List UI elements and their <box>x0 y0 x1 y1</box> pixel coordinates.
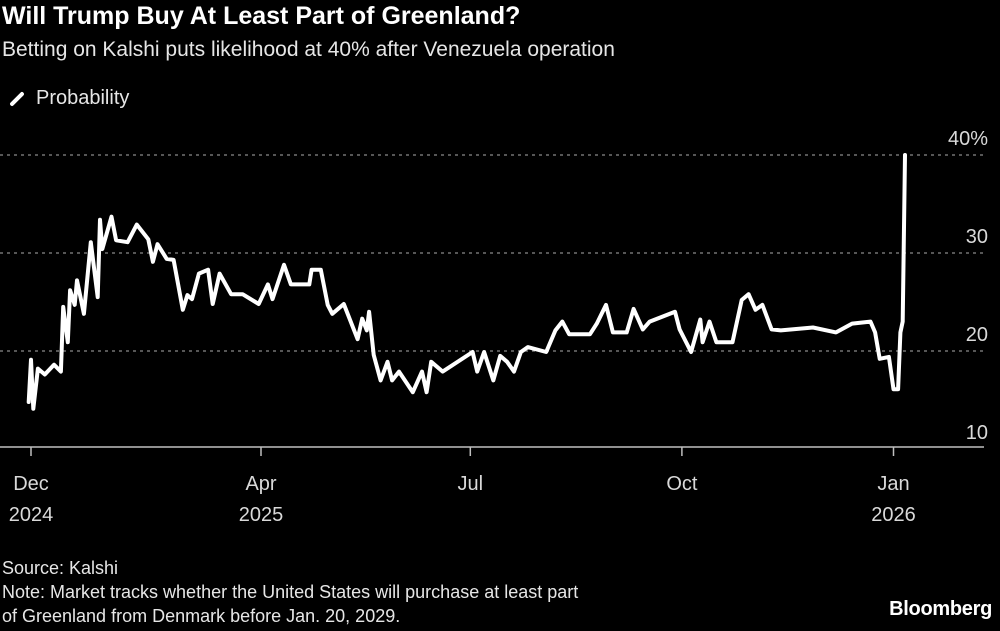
y-tick-label: 30 <box>966 226 988 248</box>
chart-title: Will Trump Buy At Least Part of Greenlan… <box>2 2 521 30</box>
x-tick-month: Jan <box>877 473 909 495</box>
x-tick-month: Apr <box>245 473 276 495</box>
y-tick-label: 40% <box>948 128 988 150</box>
x-tick-year: 2024 <box>9 504 54 526</box>
legend: Probability <box>8 87 129 110</box>
x-tick-month: Oct <box>666 473 698 495</box>
y-tick-label: 20 <box>966 324 988 346</box>
chart-subtitle: Betting on Kalshi puts likelihood at 40%… <box>2 38 615 61</box>
x-tick-year: 2026 <box>871 504 916 526</box>
y-tick-label: 10 <box>966 422 988 444</box>
x-tick-month: Dec <box>13 473 49 495</box>
x-tick-month: Jul <box>458 473 484 495</box>
source-text: Source: Kalshi <box>2 558 119 578</box>
bloomberg-logo: Bloomberg <box>889 598 992 620</box>
note-text-line2: of Greenland from Denmark before Jan. 20… <box>2 606 401 626</box>
probability-line <box>26 153 907 411</box>
footer: Source: Kalshi Note: Market tracks wheth… <box>2 556 578 628</box>
legend-label: Probability <box>36 87 130 109</box>
note-text-line1: Note: Market tracks whether the United S… <box>2 582 579 602</box>
x-tick-year: 2025 <box>239 504 284 526</box>
